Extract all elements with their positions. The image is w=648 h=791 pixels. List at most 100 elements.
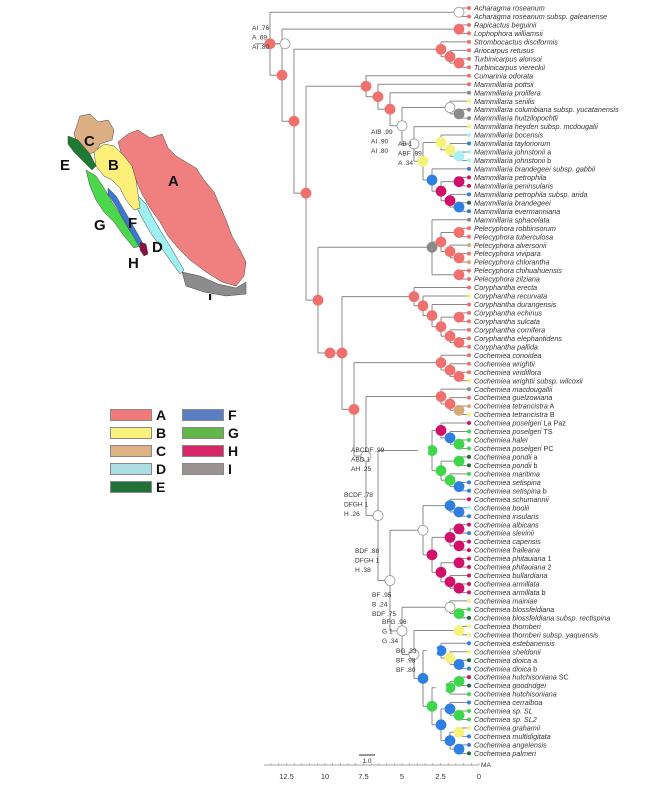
ancestral-state-node — [453, 23, 465, 35]
tip-name: Cochemiea thornberi — [474, 622, 541, 631]
legend-swatch — [182, 463, 224, 475]
legend-swatch — [110, 427, 152, 439]
tip-name: Turbinicarpus alonsoi — [474, 54, 542, 63]
legend-item-c: C — [110, 443, 166, 459]
tip-name: Pelecyphora zilziana — [474, 275, 540, 284]
tip-name: Cochemiea insularis — [474, 512, 539, 521]
tip-name: Mammillaria brandegeei subsp. gabbii — [474, 165, 595, 174]
node-support-annotation: G .34 — [382, 638, 398, 645]
tip-state-dot — [467, 124, 471, 129]
tip-state-dot — [467, 666, 471, 671]
tip-label: Cochemiea armillata — [474, 580, 540, 589]
tip-state-dot — [467, 471, 471, 476]
ancestral-state-node — [453, 201, 465, 213]
map-label-e: E — [60, 157, 70, 174]
ancestral-state-node — [453, 371, 465, 382]
tip-label: Cochemiea boolii — [474, 503, 530, 512]
legend-swatch — [110, 445, 152, 457]
node-support-annotation: AI .76 — [252, 25, 270, 32]
tip-name: Cochemiea fraileana — [474, 546, 540, 555]
legend-label: A — [156, 407, 167, 423]
tip-label: Cochemiea maritima — [474, 469, 540, 478]
ancestral-state-node — [453, 269, 465, 281]
tip-label: Cochemiea multidigitata — [474, 732, 551, 741]
tip-name: Cochemiea setispina — [474, 478, 541, 487]
axis-tick-label: 12.5 — [279, 772, 294, 781]
time-axis: 12.5 10 7.5 5 2.5 0MA 1.0 — [264, 754, 491, 781]
tip-state-dot — [467, 158, 471, 163]
tip-name: Cochemiea wrightii — [474, 359, 535, 368]
tip-label: Cochemiea phitauiana 2 — [474, 563, 552, 572]
tip-name: Cochemiea macdougallii — [474, 385, 553, 394]
ancestral-state-node — [444, 364, 456, 376]
tip-suffix: b — [531, 664, 537, 673]
tip-state-dot — [467, 514, 471, 519]
tip-state-dot — [467, 751, 471, 756]
tip-state-dot — [467, 531, 471, 536]
tip-suffix: 1 — [546, 554, 552, 563]
tip-name: Mammillaria heyderi subsp. mcdougalii — [474, 122, 598, 131]
ancestral-state-node — [453, 523, 465, 535]
ancestral-state-node — [360, 80, 372, 92]
ancestral-state-node — [453, 506, 465, 518]
tip-label: Mammillaria johnstonii a — [474, 148, 551, 157]
tip-name: Coryphantha cornifera — [474, 325, 545, 334]
tip-name: Cochemiea guelzowiana — [474, 393, 552, 402]
tip-label: Cochemiea conoidea — [474, 351, 542, 360]
tip-label: Pelecyphora chlorantha — [474, 258, 550, 267]
tip-suffix: a — [531, 656, 537, 665]
tip-name: Mammillaria senilis — [474, 97, 535, 106]
tip-state-dot — [467, 226, 471, 231]
ancestral-state-node — [453, 108, 465, 120]
tip-name: Cochemiea poselgeri — [474, 419, 542, 428]
ancestral-state-node — [435, 236, 447, 248]
tip-name: Cochemiea maritima — [474, 469, 540, 478]
tip-label: Cochemiea capensis — [474, 537, 541, 546]
tip-suffix: SC — [557, 673, 569, 682]
legend-item-g: G — [182, 425, 239, 441]
axis-tick-label: 7.5 — [358, 772, 368, 781]
tip-label: Ariocarpus retusus — [473, 46, 534, 55]
tip-name: Cochemiea blossfeldiana — [474, 605, 554, 614]
tip-state-dot — [467, 209, 471, 214]
node-support-annotation: BCDF .78 — [344, 492, 373, 499]
ancestral-state-node — [435, 645, 447, 657]
ancestral-state-node — [453, 675, 465, 687]
ancestral-state-node — [426, 445, 438, 456]
tip-label: Mammillaria evermanniana — [474, 207, 560, 216]
tip-label: Mammillaria tayloriorum — [474, 139, 550, 148]
tip-name: Mammillaria pottsii — [474, 80, 534, 89]
map-label-d: D — [152, 239, 163, 256]
tip-label: Cochemiea wrightii subsp. wilcoxii — [474, 376, 583, 385]
tip-label: Cochemiea pondii b — [474, 461, 538, 470]
tip-label: Cochemiea palmeri — [474, 749, 536, 758]
tip-state-dot — [467, 573, 471, 578]
tip-state-dot — [467, 709, 471, 714]
node-support-annotation: A .34 — [398, 160, 413, 167]
ancestral-state-node — [453, 150, 465, 162]
tip-label: Cochemiea blossfeldiana — [474, 605, 554, 614]
tip-name: Cochemiea tetrancistra — [474, 410, 548, 419]
tip-name: Mammillaria brandegeei — [474, 198, 551, 207]
tip-label: Mammillaria sphacelata — [474, 215, 550, 224]
tip-name: Coryphantha pallida — [474, 342, 538, 351]
tip-name: Cochemiea phitauiana — [474, 554, 546, 563]
ancestral-state-node — [444, 330, 456, 342]
tip-label: Cochemiea poselgeri PC — [474, 444, 554, 453]
tip-label: Pelecyphora alversonii — [474, 241, 547, 250]
tip-name: Coryphantha elephantidens — [474, 334, 562, 343]
tip-suffix: a — [545, 148, 551, 157]
ancestral-state-node — [444, 398, 456, 410]
tip-state-dot — [467, 149, 471, 154]
tip-name: Mammillaria columbiana subsp. yucatanens… — [474, 105, 619, 114]
tip-name: Strombocactus disciformis — [474, 37, 558, 46]
tip-suffix: b — [545, 156, 551, 165]
tip-state-dot — [467, 90, 471, 95]
tip-name: Cochemiea pondii — [474, 453, 532, 462]
ancestral-state-node — [453, 176, 465, 188]
tip-label: Cochemiea poselgeri La Paz — [474, 419, 566, 428]
tip-name: Mammillaria huitzilopochtli — [474, 114, 558, 123]
ancestral-state-node — [453, 709, 465, 721]
tip-name: Rapicactus beguinii — [474, 21, 537, 30]
legend-swatch — [182, 445, 224, 457]
